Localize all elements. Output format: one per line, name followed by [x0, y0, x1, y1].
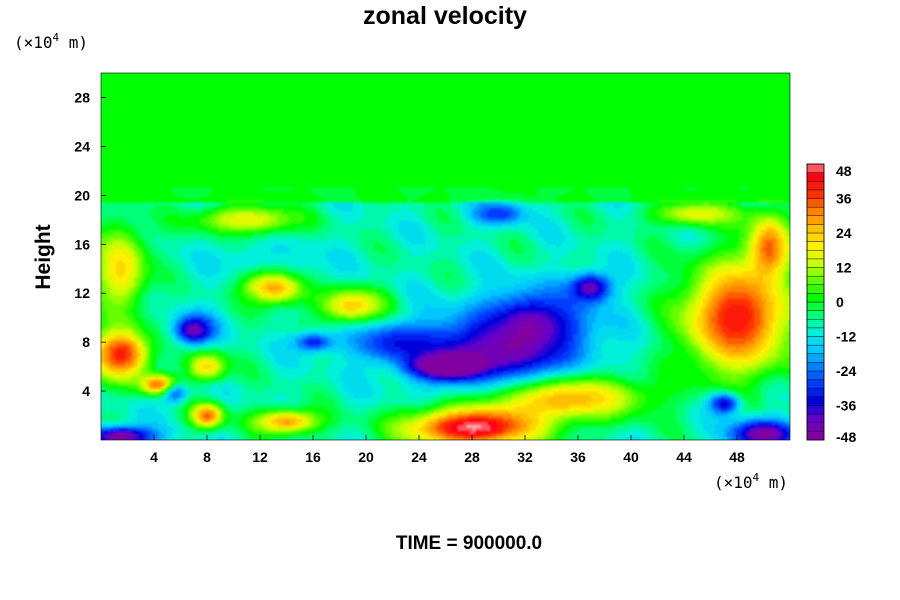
colorbar-tick-label: 36 [836, 191, 852, 207]
x-tick-label: 32 [517, 449, 533, 465]
y-tick-label: 20 [74, 187, 90, 203]
time-label: TIME = 900000.0 [396, 533, 542, 554]
colorbar-swatch [806, 431, 825, 441]
x-tick-label: 40 [623, 449, 639, 465]
x-tick-label: 44 [676, 449, 692, 465]
colorbar-tick-label: 0 [836, 294, 844, 310]
colorbar-swatch [806, 319, 825, 329]
y-tick-label: 12 [74, 285, 90, 301]
colorbar-swatch [806, 379, 825, 389]
y-axis-unit: (×104 m) [14, 31, 88, 52]
colorbar-tick-label: -24 [836, 363, 856, 379]
colorbar-swatch [806, 206, 825, 216]
y-axis-label: Height [32, 224, 55, 289]
colorbar-swatch [806, 396, 825, 406]
x-axis-unit-exponent: 4 [753, 471, 760, 484]
colorbar-swatch [806, 310, 825, 320]
y-axis-ticks: 4 8 12 16 20 24 28 [74, 89, 106, 399]
colorbar-swatch [806, 224, 825, 234]
x-tick-label: 4 [150, 449, 158, 465]
y-tick-label: 24 [74, 138, 90, 154]
colorbar-swatch [806, 181, 825, 191]
x-tick-label: 36 [570, 449, 586, 465]
plot-area [100, 72, 791, 441]
y-axis-unit-prefix: (×10 [14, 33, 53, 52]
colorbar-tick-label: -12 [836, 329, 856, 345]
y-tick-label: 16 [74, 236, 90, 252]
colorbar-swatch [806, 422, 825, 432]
x-axis-unit: (×104 m) [714, 471, 788, 492]
colorbar-swatch [806, 284, 825, 294]
colorbar-swatch [806, 250, 825, 260]
x-tick-label: 8 [203, 449, 211, 465]
y-tick-label: 4 [82, 383, 90, 399]
x-tick-label: 16 [305, 449, 321, 465]
x-tick-label: 12 [252, 449, 268, 465]
colorbar-swatch [806, 267, 825, 277]
colorbar-swatch [806, 344, 825, 354]
colorbar-swatch [806, 293, 825, 303]
colorbar-swatch [806, 258, 825, 268]
x-axis-unit-suffix: m) [759, 473, 788, 492]
colorbar-swatch [806, 172, 825, 182]
colorbar-swatch [806, 336, 825, 346]
y-axis-unit-exponent: 4 [53, 31, 60, 44]
colorbar-tick-label: -48 [836, 429, 856, 445]
colorbar-ticks: 48 36 24 12 0 -12 -24 -36 -48 [836, 163, 856, 445]
x-tick-label: 48 [729, 449, 745, 465]
colorbar-tick-label: 24 [836, 225, 852, 241]
y-axis-unit-suffix: m) [59, 33, 88, 52]
x-tick-label: 24 [411, 449, 427, 465]
y-tick-label: 8 [82, 334, 90, 350]
colorbar-tick-label: -36 [836, 398, 856, 414]
colorbar-swatch [806, 198, 825, 208]
x-tick-label: 20 [358, 449, 374, 465]
colorbar-tick-label: 48 [836, 163, 852, 179]
colorbar-swatch [806, 163, 825, 173]
colorbar-swatch [806, 405, 825, 415]
plot-frame [100, 72, 791, 441]
colorbar-swatch [806, 327, 825, 337]
colorbar-swatch [806, 301, 825, 311]
colorbar-swatch [806, 362, 825, 372]
colorbar-frame [806, 163, 825, 441]
colorbar-swatch [806, 232, 825, 242]
colorbar-swatch [806, 353, 825, 363]
colorbar-swatch [806, 189, 825, 199]
x-tick-label: 28 [464, 449, 480, 465]
colorbar-swatch [806, 215, 825, 225]
colorbar-swatch [806, 275, 825, 285]
colorbar [806, 163, 825, 441]
chart-title: zonal velocity [363, 2, 527, 30]
heatmap-field [101, 73, 790, 440]
colorbar-swatch [806, 370, 825, 380]
x-axis-ticks: 4 8 12 16 20 24 28 32 36 40 44 48 [150, 435, 745, 465]
x-axis-unit-prefix: (×10 [714, 473, 753, 492]
colorbar-swatch [806, 241, 825, 251]
colorbar-swatch [806, 413, 825, 423]
colorbar-tick-label: 12 [836, 260, 852, 276]
y-tick-label: 28 [74, 89, 90, 105]
colorbar-swatch [806, 388, 825, 398]
